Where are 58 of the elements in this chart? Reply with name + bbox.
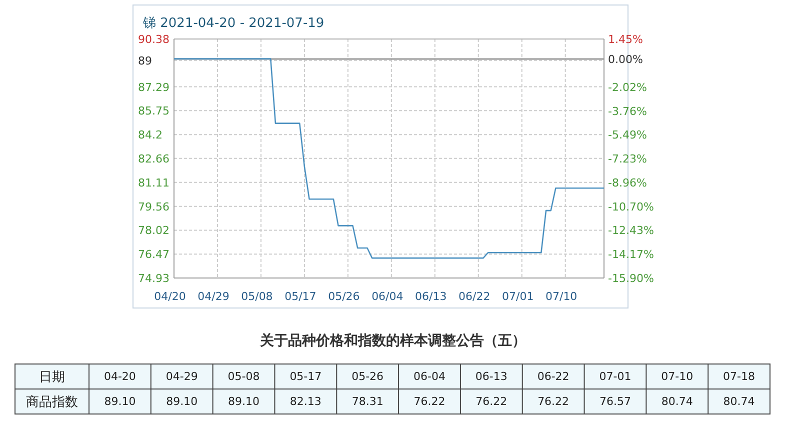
text: 76.22 <box>414 395 446 408</box>
y2-tick-label: -5.49% <box>608 128 647 142</box>
text: 关于品种价格和指数的样本调整公告（五） <box>259 332 526 349</box>
category-label: 07-01 <box>599 370 632 383</box>
category-label: 06-22 <box>537 370 570 383</box>
y2-tick-label: -7.23% <box>608 152 647 166</box>
text: 76.22 <box>538 395 570 408</box>
x-tick-label: 05/17 <box>284 290 316 303</box>
text: 76.22 <box>476 395 508 408</box>
category-label: 06-13 <box>475 370 508 383</box>
x-tick-label: 05/08 <box>241 290 273 303</box>
x-tick-label: 06/13 <box>415 290 447 303</box>
x-tick-label: 04/29 <box>198 290 230 303</box>
category-label: 04-20 <box>104 370 136 383</box>
text: 80.74 <box>723 395 755 408</box>
y-tick-label: 81.11 <box>138 176 170 190</box>
y-tick-label: 74.93 <box>138 272 170 285</box>
x-tick-label: 05/26 <box>328 290 360 303</box>
y2-tick-label: -2.02% <box>608 80 647 94</box>
text: 日期 <box>39 370 65 385</box>
y2-tick-label: -3.76% <box>608 104 647 118</box>
category-label: 05-08 <box>228 370 260 383</box>
text: 89.10 <box>104 395 136 408</box>
category-label: 05-17 <box>290 370 322 383</box>
text: 82.13 <box>290 395 322 408</box>
category-label: 07-10 <box>661 370 694 383</box>
y-tick-label: 78.02 <box>138 224 170 238</box>
y-tick-label: 85.75 <box>138 104 170 118</box>
y-tick-label: 82.66 <box>138 152 170 166</box>
x-tick-label: 07/01 <box>502 290 534 303</box>
x-tick-label: 07/10 <box>545 290 578 303</box>
text: 商品指数 <box>26 395 78 410</box>
y2-tick-label: -8.96% <box>608 176 647 190</box>
text: 80.74 <box>661 395 693 408</box>
y2-tick-label: -15.90% <box>608 272 654 285</box>
y2-tick-label: 0.00% <box>608 52 643 66</box>
text: 89.10 <box>166 395 198 408</box>
y-tick-label: 84.2 <box>138 128 162 142</box>
category-label: 04-29 <box>166 370 198 383</box>
y2-tick-label: -14.17% <box>608 248 654 262</box>
y2-tick-label: -10.70% <box>608 200 654 214</box>
text: 76.57 <box>599 395 631 408</box>
text: 78.31 <box>352 395 384 408</box>
y-tick-label: 87.29 <box>138 80 170 94</box>
y-tick-label: 90.38 <box>138 33 170 46</box>
x-tick-label: 04/20 <box>154 290 186 303</box>
y-tick-label: 89 <box>138 54 152 68</box>
category-label: 06-04 <box>414 370 446 383</box>
y-tick-label: 76.47 <box>138 248 170 262</box>
x-tick-label: 06/04 <box>372 290 404 303</box>
category-label: 07-18 <box>723 370 756 383</box>
text: 89.10 <box>228 395 260 408</box>
x-tick-label: 06/22 <box>458 290 490 303</box>
category-label: 05-26 <box>352 370 384 383</box>
y-tick-label: 79.56 <box>138 200 170 214</box>
chart-title: 锑 2021-04-20 - 2021-07-19 <box>142 16 324 31</box>
y2-tick-label: 1.45% <box>608 33 643 46</box>
y2-tick-label: -12.43% <box>608 224 654 238</box>
